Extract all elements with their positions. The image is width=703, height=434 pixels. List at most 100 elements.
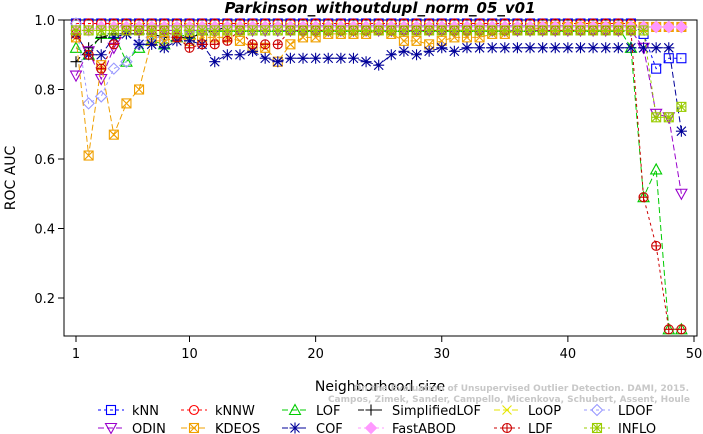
legend-label: LDF <box>528 422 553 434</box>
data-point-cof <box>209 56 221 68</box>
data-point-cof <box>411 49 423 61</box>
y-tick-label: 1.0 <box>34 14 55 29</box>
data-point-inflo <box>512 25 523 36</box>
legend-label: LOF <box>316 404 341 419</box>
data-point-inflo <box>424 25 435 36</box>
data-point-ldf <box>663 324 674 335</box>
data-point-cof <box>537 42 549 54</box>
data-point-cof <box>95 49 107 61</box>
legend-label: kNN <box>132 404 159 419</box>
series-line-kdeos <box>75 26 682 156</box>
legend-label: KDEOS <box>215 422 260 434</box>
y-tick-label: 0.2 <box>34 292 55 307</box>
data-point-lof <box>120 55 133 67</box>
data-point-inflo <box>159 25 170 36</box>
data-point-inflo <box>184 25 195 36</box>
data-point-cof <box>221 49 233 61</box>
data-point-cof <box>247 45 259 57</box>
data-point-lof <box>649 162 663 175</box>
watermark-top: On the Evaluation of Unsupervised Outlie… <box>354 384 689 394</box>
data-point-cof <box>158 42 170 54</box>
data-point-inflo <box>96 25 107 36</box>
data-point-ldf <box>247 39 258 50</box>
data-point-cof <box>322 52 334 64</box>
data-point-cof <box>562 42 574 54</box>
data-point-inflo <box>323 25 334 36</box>
data-point-cof <box>524 42 536 54</box>
data-point-inflo <box>348 25 359 36</box>
data-point-inflo <box>398 25 409 36</box>
data-point-ldf <box>260 39 271 50</box>
data-point-kdeos <box>108 129 119 140</box>
data-point-inflo <box>436 25 447 36</box>
legend-label: INFLO <box>618 422 656 434</box>
data-point-cof <box>461 42 473 54</box>
data-point-cof <box>373 59 385 71</box>
data-point-cof <box>385 49 397 61</box>
data-point-inflo <box>234 25 246 36</box>
watermark: Campos, Zimek, Sander, Campello, Micenko… <box>328 395 690 405</box>
data-point-cof <box>650 42 662 54</box>
data-point-cof <box>486 42 498 54</box>
data-point-cof <box>436 42 448 54</box>
data-point-inflo <box>461 25 473 36</box>
data-point-odin <box>69 70 83 83</box>
data-point-inflo <box>121 25 132 36</box>
legend-item-knn: kNN <box>98 404 159 419</box>
legend-item-fastabod: FastABOD <box>358 421 456 434</box>
data-point-ldf <box>184 42 195 53</box>
data-point-inflo <box>361 25 372 36</box>
data-point-cof <box>511 42 523 54</box>
x-tick-label: 10 <box>181 347 198 362</box>
data-point-kdeos <box>398 35 409 46</box>
x-axis: 1 10 20 30 40 50 <box>72 336 702 362</box>
data-point-fastabod <box>649 20 663 34</box>
data-point-inflo <box>537 25 548 36</box>
data-point-odin <box>94 74 108 86</box>
data-point-inflo <box>651 112 662 123</box>
legend-marker <box>591 422 603 434</box>
legend-label: kNNW <box>215 404 255 419</box>
data-point-cof <box>272 56 284 68</box>
data-point-inflo <box>134 25 145 36</box>
data-point-inflo <box>663 112 674 123</box>
data-point-cof <box>549 42 561 54</box>
legend-item-kdeos: KDEOS <box>181 422 260 434</box>
data-point-inflo <box>83 25 94 36</box>
data-point-fastabod <box>675 20 688 34</box>
data-point-inflo <box>676 101 687 112</box>
series-inflo <box>70 25 687 123</box>
data-point-inflo <box>335 25 346 36</box>
legend-marker <box>288 403 302 416</box>
x-tick-label: 40 <box>560 347 577 362</box>
legend-marker <box>188 422 200 434</box>
data-point-ldf <box>651 240 662 251</box>
data-point-inflo <box>588 25 599 36</box>
data-point-cof <box>675 125 687 137</box>
data-point-cof <box>600 42 612 54</box>
data-point-cof <box>297 52 309 64</box>
data-point-cof <box>663 42 675 54</box>
legend-label: COF <box>316 422 343 434</box>
data-point-cof <box>184 35 196 47</box>
data-point-cof <box>448 45 460 57</box>
data-point-ldof <box>120 55 133 68</box>
data-point-inflo <box>474 25 485 36</box>
data-point-inflo <box>247 25 258 36</box>
data-point-cof <box>146 38 158 50</box>
legend-label: SimplifiedLOF <box>392 404 481 419</box>
legend-item-inflo: INFLO <box>584 422 656 434</box>
series-layer <box>69 17 688 335</box>
data-point-knn <box>663 53 674 64</box>
data-point-inflo <box>146 25 157 36</box>
data-point-inflo <box>310 25 321 36</box>
data-point-inflo <box>70 25 82 36</box>
data-point-kdeos <box>234 35 246 46</box>
data-point-inflo <box>600 25 611 36</box>
legend-marker <box>104 422 118 434</box>
data-point-cof <box>284 52 296 64</box>
x-tick-label: 20 <box>307 347 324 362</box>
y-axis-label: ROC AUC <box>3 145 19 210</box>
y-tick-label: 0.4 <box>34 223 55 238</box>
